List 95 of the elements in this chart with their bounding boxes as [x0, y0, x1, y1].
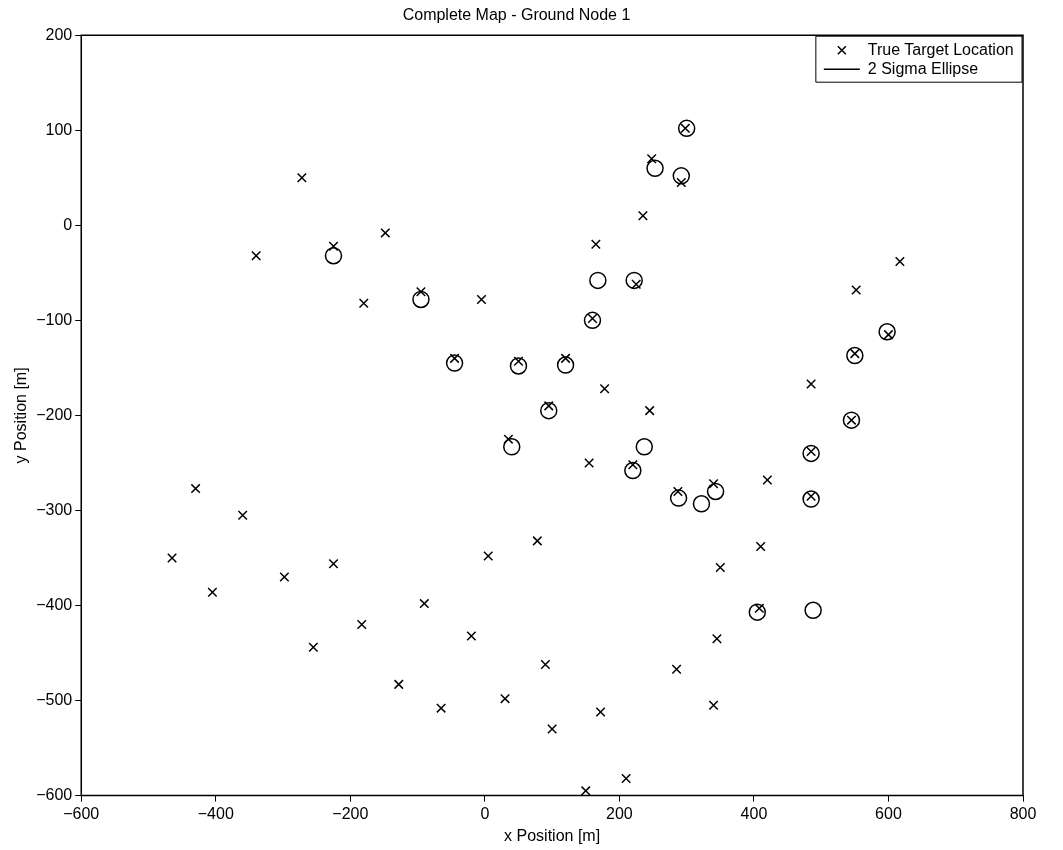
point	[324, 246, 343, 265]
point	[851, 284, 862, 295]
point	[419, 598, 430, 609]
point	[755, 541, 766, 552]
legend-label: 2 Sigma Ellipse	[867, 59, 979, 77]
point	[547, 724, 558, 735]
point	[328, 558, 339, 569]
point	[580, 785, 591, 796]
point	[356, 619, 367, 630]
point	[590, 239, 601, 250]
point	[476, 294, 487, 305]
point	[646, 153, 657, 164]
point	[380, 227, 391, 238]
x-tick-label: −200	[332, 804, 369, 822]
point	[328, 241, 339, 252]
point	[711, 633, 722, 644]
point	[692, 495, 711, 513]
point	[415, 286, 426, 297]
point	[556, 356, 575, 374]
point	[296, 172, 307, 183]
point	[207, 587, 218, 598]
point	[706, 482, 725, 501]
point	[846, 346, 864, 365]
point	[677, 119, 696, 138]
x-tick-label: 800	[1009, 804, 1037, 822]
point	[540, 401, 558, 420]
point	[715, 562, 726, 573]
point	[894, 256, 905, 267]
point	[358, 298, 369, 309]
x-tick-label: −400	[197, 804, 234, 822]
point	[625, 271, 643, 290]
x-tick-label: 600	[875, 804, 902, 822]
y-tick-label: −100	[36, 310, 73, 328]
point	[804, 601, 822, 619]
point	[393, 679, 404, 690]
point	[237, 510, 248, 521]
point	[842, 411, 861, 429]
point	[762, 475, 773, 486]
point	[595, 706, 606, 717]
x-tick-label: 400	[740, 804, 768, 822]
x-axis-title: x Position [m]	[504, 826, 601, 844]
point	[251, 250, 262, 261]
point	[483, 551, 494, 562]
point	[627, 459, 638, 470]
point	[583, 311, 602, 330]
legend-label: True Target Location	[867, 40, 1014, 58]
y-tick-label: −400	[36, 595, 73, 613]
point	[878, 323, 896, 341]
point	[436, 703, 447, 714]
point	[599, 383, 610, 394]
y-tick-label: −200	[36, 405, 73, 423]
y-tick-label: −500	[36, 690, 73, 708]
point	[669, 489, 688, 507]
point	[540, 659, 551, 670]
point	[167, 552, 178, 563]
point	[589, 271, 607, 290]
point	[500, 693, 511, 704]
point	[672, 486, 683, 497]
x-tick-label: 200	[606, 804, 633, 822]
point	[190, 483, 201, 494]
point	[802, 490, 820, 508]
point	[672, 167, 691, 185]
point	[560, 353, 571, 364]
y-tick-label: 200	[45, 25, 73, 43]
point	[466, 630, 477, 641]
chart-title: Complete Map - Ground Node 1	[402, 6, 631, 24]
point	[671, 664, 682, 675]
point	[621, 773, 632, 784]
point	[624, 461, 642, 480]
point	[646, 159, 664, 178]
y-tick-label: 0	[63, 215, 73, 233]
point	[802, 444, 820, 463]
point	[445, 354, 464, 372]
x-tick-label: 0	[480, 804, 490, 822]
x-tick-label: −600	[63, 804, 100, 822]
point	[708, 700, 719, 711]
point	[503, 434, 514, 445]
y-tick-label: −300	[36, 500, 73, 518]
point	[748, 603, 767, 621]
y-tick-label: −600	[36, 786, 73, 804]
y-axis-title: y Position [m]	[12, 367, 30, 464]
point	[644, 405, 655, 416]
y-tick-label: 100	[45, 120, 73, 138]
point	[279, 571, 290, 582]
point	[308, 642, 319, 653]
point	[635, 438, 654, 456]
point	[412, 290, 430, 309]
point	[503, 438, 521, 456]
point	[509, 357, 528, 375]
point	[532, 535, 543, 546]
point	[584, 457, 595, 468]
point	[806, 379, 817, 390]
point	[676, 177, 687, 188]
point	[708, 478, 719, 489]
point	[637, 210, 648, 221]
